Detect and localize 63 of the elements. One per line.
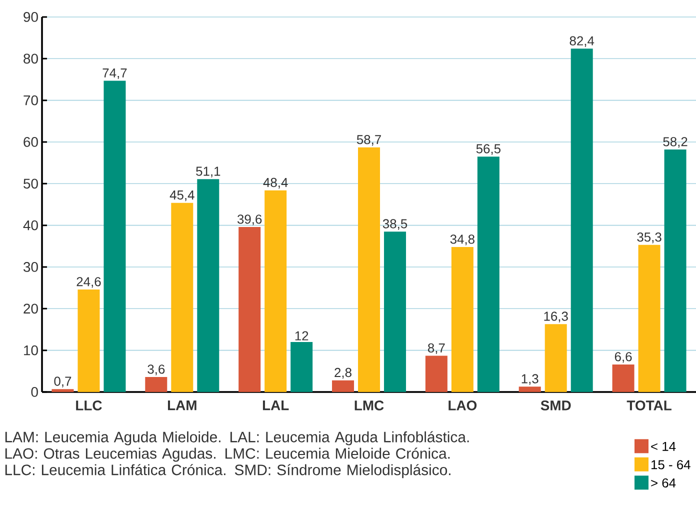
bar <box>570 48 593 392</box>
data-label: 45,4 <box>170 190 194 202</box>
y-tick-label: 10 <box>24 345 38 356</box>
x-tick-label: LAL <box>262 400 289 410</box>
y-tick-label: 60 <box>24 137 38 147</box>
bar <box>238 226 261 392</box>
data-label: 24,6 <box>76 277 101 288</box>
bar <box>264 190 287 392</box>
data-label: 56,5 <box>476 144 500 155</box>
data-label: 58,7 <box>356 135 381 146</box>
data-label: 3,6 <box>148 364 165 376</box>
bar <box>171 202 194 392</box>
data-label: 12 <box>295 331 308 340</box>
data-label: 0,7 <box>54 376 72 388</box>
bar <box>78 289 100 392</box>
x-tick-label: LMC <box>354 400 384 410</box>
x-tick-label: TOTAL <box>626 400 672 410</box>
bar <box>145 376 168 392</box>
bar <box>638 244 660 392</box>
bar <box>290 342 313 392</box>
bar <box>544 324 567 392</box>
y-tick-label: 50 <box>24 178 38 189</box>
data-label: 2,8 <box>334 368 352 379</box>
legend-label: > 64 <box>651 478 676 488</box>
data-label: 8,7 <box>428 343 445 354</box>
legend-label: < 14 <box>651 442 676 451</box>
y-tick-label: 80 <box>24 54 38 64</box>
y-tick-label: 90 <box>24 12 38 22</box>
y-tick-label: 0 <box>31 387 38 397</box>
y-tick-label: 70 <box>24 95 38 106</box>
bar <box>104 80 126 392</box>
bar <box>664 149 686 392</box>
text: LAM: Leucemia Aguda Mieloide. LAL: Leucemia Aguda Linfoblástica. LAO: Otras Leucemias Agudas. LMC: Leucemia Mieloide Crónica. LLC: Leucemia Linfática Crónica. SMD: Síndrome Mielodisplásico. <box>5 431 469 478</box>
data-label: 34,8 <box>450 234 474 246</box>
bar <box>612 364 634 392</box>
y-tick-label: 20 <box>24 304 38 314</box>
bar <box>518 386 541 392</box>
bar <box>197 179 220 392</box>
bar <box>425 356 448 392</box>
bar <box>451 246 474 392</box>
data-label: 35,3 <box>637 232 662 244</box>
data-label: 82,4 <box>570 36 594 47</box>
data-label: 1,3 <box>522 374 538 385</box>
bar <box>52 389 74 392</box>
bar <box>384 232 406 392</box>
data-label: 74,7 <box>102 68 127 80</box>
data-label: 58,2 <box>663 137 688 148</box>
bar <box>358 147 380 392</box>
y-tick-label: 30 <box>24 262 38 272</box>
data-label: 48,4 <box>263 178 288 189</box>
y-tick-label: 40 <box>23 220 38 230</box>
x-tick-label: SMD <box>540 400 571 410</box>
data-label: 6,6 <box>614 352 632 363</box>
x-tick-label: LAO <box>448 400 477 410</box>
x-tick-label: LAM <box>168 400 196 410</box>
data-label: 38,5 <box>382 219 408 230</box>
legend-label: 15 - 64 <box>651 460 690 470</box>
x-tick-label: LLC <box>76 400 102 410</box>
bar <box>332 380 354 392</box>
data-label: 51,1 <box>196 166 220 178</box>
bar <box>477 156 500 392</box>
data-label: 39,6 <box>237 214 262 226</box>
data-label: 16,3 <box>544 312 568 322</box>
